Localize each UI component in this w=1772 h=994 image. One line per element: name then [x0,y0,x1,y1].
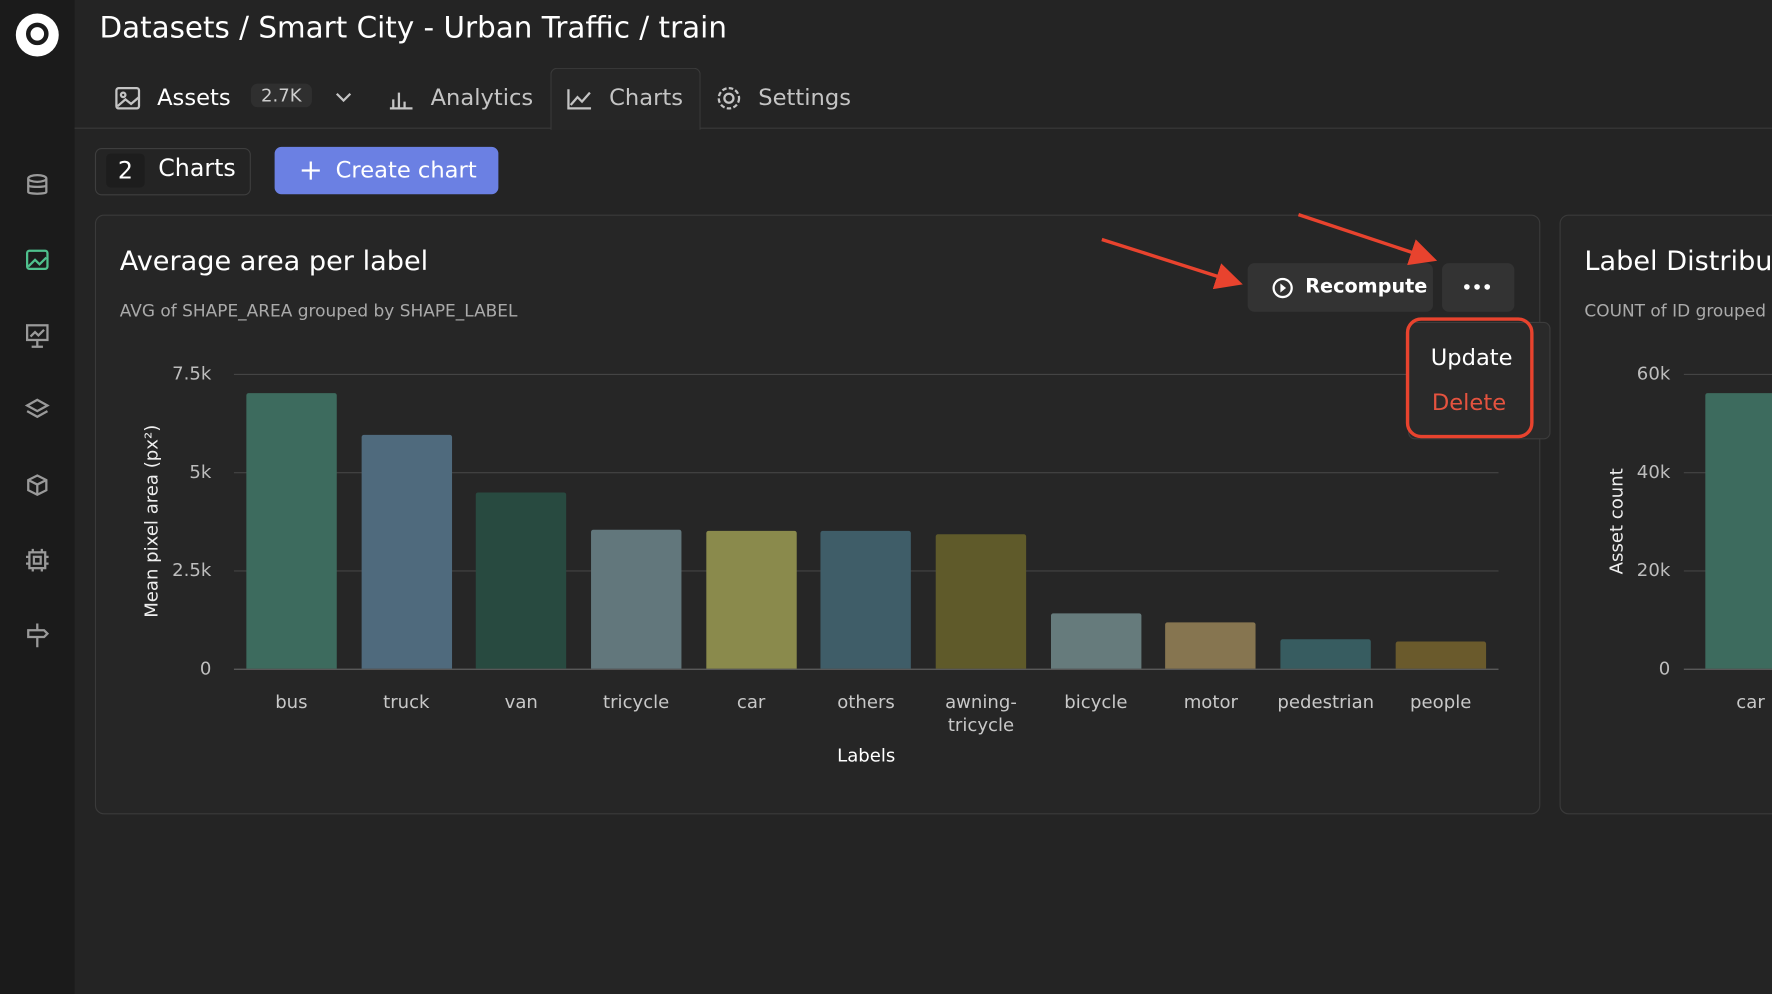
sidebar-icons [15,13,59,648]
grid-line [1683,668,1772,670]
tab-settings[interactable]: Settings [758,83,852,111]
x-tick-label: tricycle [603,691,670,713]
recompute-label: Recompute [1305,275,1428,299]
chart-title: Label Distribut [1584,245,1772,277]
menu-popup [1408,321,1551,440]
bar [476,492,567,669]
y-axis-label: Mean pixel area (px²) [140,424,163,618]
dots-icon [1464,284,1491,290]
grid-line [233,472,1499,474]
plus-icon [301,161,320,180]
chart-count: 2 [106,153,145,188]
y-tick-label: 2.5k [172,559,212,581]
chart-title: Average area per label [119,245,429,277]
y-tick-label: 60k [1636,362,1671,385]
tab-charts[interactable]: Charts [609,83,684,111]
sidebar [0,0,75,994]
y-axis-label: Asset count [1605,468,1627,575]
play-icon [1272,277,1293,299]
assets-badge: 2.7K [250,83,312,108]
chart-subtitle: COUNT of ID grouped b [1584,300,1772,321]
recompute-button[interactable] [1247,263,1433,312]
menu-update[interactable]: Update [1430,343,1513,371]
y-tick-label: 7.5k [172,362,212,385]
y-tick-label: 40k [1636,460,1671,483]
y-tick-label: 20k [1636,559,1671,581]
x-tick-label: awning-tricycle [945,691,1017,736]
y-tick-label: 0 [199,657,212,679]
x-tick-label: bicycle [1064,691,1128,713]
y-tick-label: 5k [189,460,212,483]
menu-delete[interactable]: Delete [1431,388,1507,416]
bar [1705,393,1772,669]
tab-divider [74,127,1772,129]
bar [246,393,337,669]
x-tick-label: bus [275,691,308,713]
y-tick-label: 0 [1658,657,1671,679]
bar [590,529,682,669]
grid-line [1683,373,1772,375]
create-chart-label: Create chart [335,155,477,183]
chart-count-label: Charts [158,154,236,182]
bar [361,434,452,669]
x-tick-label: car [1736,691,1765,713]
x-tick-label: others [837,691,895,713]
x-tick-label: people [1410,691,1472,713]
bar [705,530,797,669]
x-tick-label: car [736,691,766,713]
bar [1050,613,1142,669]
chart-subtitle: AVG of SHAPE_AREA grouped by SHAPE_LABEL [119,300,518,321]
bar [935,534,1027,669]
tab-icons [115,86,741,110]
tab-analytics[interactable]: Analytics [430,83,534,111]
chart-count-box [94,147,251,196]
tab-assets[interactable]: Assets [157,83,231,111]
bar [820,531,912,669]
bar [1165,622,1257,669]
x-tick-label: van [504,691,538,713]
x-tick-label: truck [383,691,430,713]
x-tick-label: pedestrian [1277,691,1375,713]
breadcrumb: Datasets / Smart City - Urban Traffic / … [99,11,727,46]
bar [1280,639,1371,669]
grid-line [233,668,1499,670]
x-axis-label: Labels [837,744,896,766]
bar [1395,641,1486,669]
x-tick-label: motor [1183,691,1238,713]
grid-line [233,373,1499,375]
